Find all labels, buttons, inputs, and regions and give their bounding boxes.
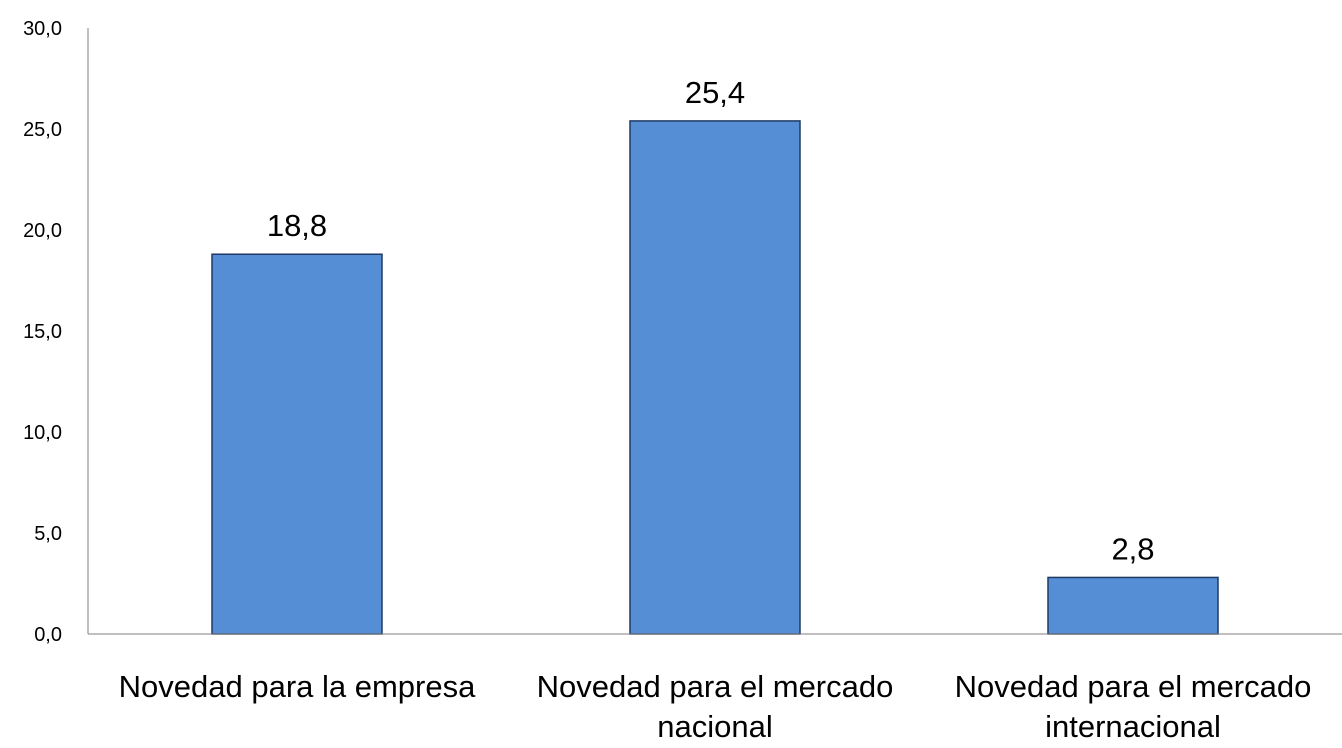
y-tick-label: 15,0 (23, 321, 62, 343)
x-category-label: Novedad para la empresa (119, 669, 476, 704)
y-tick-label: 5,0 (34, 523, 62, 545)
y-tick-label: 25,0 (23, 119, 62, 141)
x-category-label-line: Novedad para la empresa (119, 669, 476, 704)
x-category-label: Novedad para el mercado internacional (955, 669, 1312, 743)
bar-value-label: 25,4 (685, 75, 745, 110)
y-tick-label: 10,0 (23, 422, 62, 444)
x-category-label-line: Novedad para el mercado (955, 669, 1312, 704)
y-tick-label: 0,0 (34, 624, 62, 646)
y-tick-label: 30,0 (23, 18, 62, 40)
bars: 18,8 25,4 2,8 (211, 75, 1219, 635)
x-category-label-line: nacional (657, 709, 772, 743)
x-category-label: Novedad para el mercado nacional (537, 669, 894, 743)
bar (211, 253, 383, 635)
bar-value-label: 18,8 (267, 208, 327, 243)
y-axis: 0,0 5,0 10,0 15,0 20,0 25,0 30,0 (23, 18, 89, 646)
bar (629, 120, 801, 635)
y-tick-label: 20,0 (23, 220, 62, 242)
x-category-label-line: internacional (1045, 709, 1221, 743)
bar-value-label: 2,8 (1111, 531, 1154, 566)
bar (1047, 576, 1219, 635)
x-axis: Novedad para la empresa Novedad para el m… (88, 633, 1342, 744)
x-category-label-line: Novedad para el mercado (537, 669, 894, 704)
